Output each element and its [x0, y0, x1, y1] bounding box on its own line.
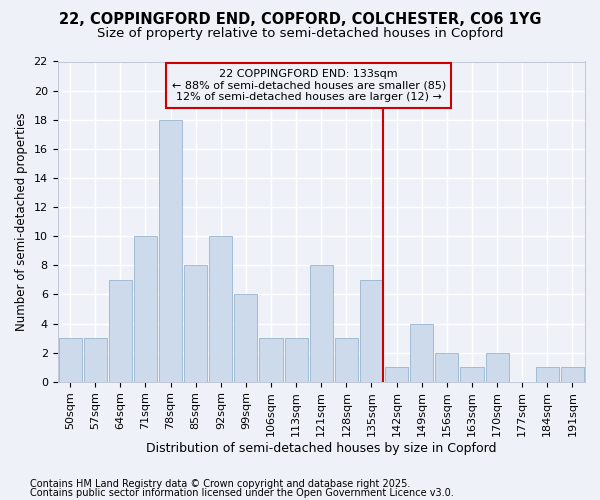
Bar	[235, 294, 257, 382]
Bar	[184, 266, 207, 382]
Text: Contains public sector information licensed under the Open Government Licence v3: Contains public sector information licen…	[30, 488, 454, 498]
Text: Size of property relative to semi-detached houses in Copford: Size of property relative to semi-detach…	[97, 28, 503, 40]
Text: 22 COPPINGFORD END: 133sqm
← 88% of semi-detached houses are smaller (85)
12% of: 22 COPPINGFORD END: 133sqm ← 88% of semi…	[172, 69, 446, 102]
Bar	[485, 352, 509, 382]
Bar	[59, 338, 82, 382]
Bar	[460, 367, 484, 382]
Bar	[410, 324, 433, 382]
Bar	[134, 236, 157, 382]
Text: Contains HM Land Registry data © Crown copyright and database right 2025.: Contains HM Land Registry data © Crown c…	[30, 479, 410, 489]
Bar	[259, 338, 283, 382]
Bar	[335, 338, 358, 382]
Bar	[360, 280, 383, 382]
Bar	[536, 367, 559, 382]
Y-axis label: Number of semi-detached properties: Number of semi-detached properties	[15, 112, 28, 331]
Bar	[83, 338, 107, 382]
Bar	[310, 266, 333, 382]
Bar	[561, 367, 584, 382]
Bar	[209, 236, 232, 382]
Bar	[109, 280, 132, 382]
Bar	[284, 338, 308, 382]
Bar	[435, 352, 458, 382]
Bar	[385, 367, 408, 382]
X-axis label: Distribution of semi-detached houses by size in Copford: Distribution of semi-detached houses by …	[146, 442, 497, 455]
Bar	[159, 120, 182, 382]
Text: 22, COPPINGFORD END, COPFORD, COLCHESTER, CO6 1YG: 22, COPPINGFORD END, COPFORD, COLCHESTER…	[59, 12, 541, 28]
